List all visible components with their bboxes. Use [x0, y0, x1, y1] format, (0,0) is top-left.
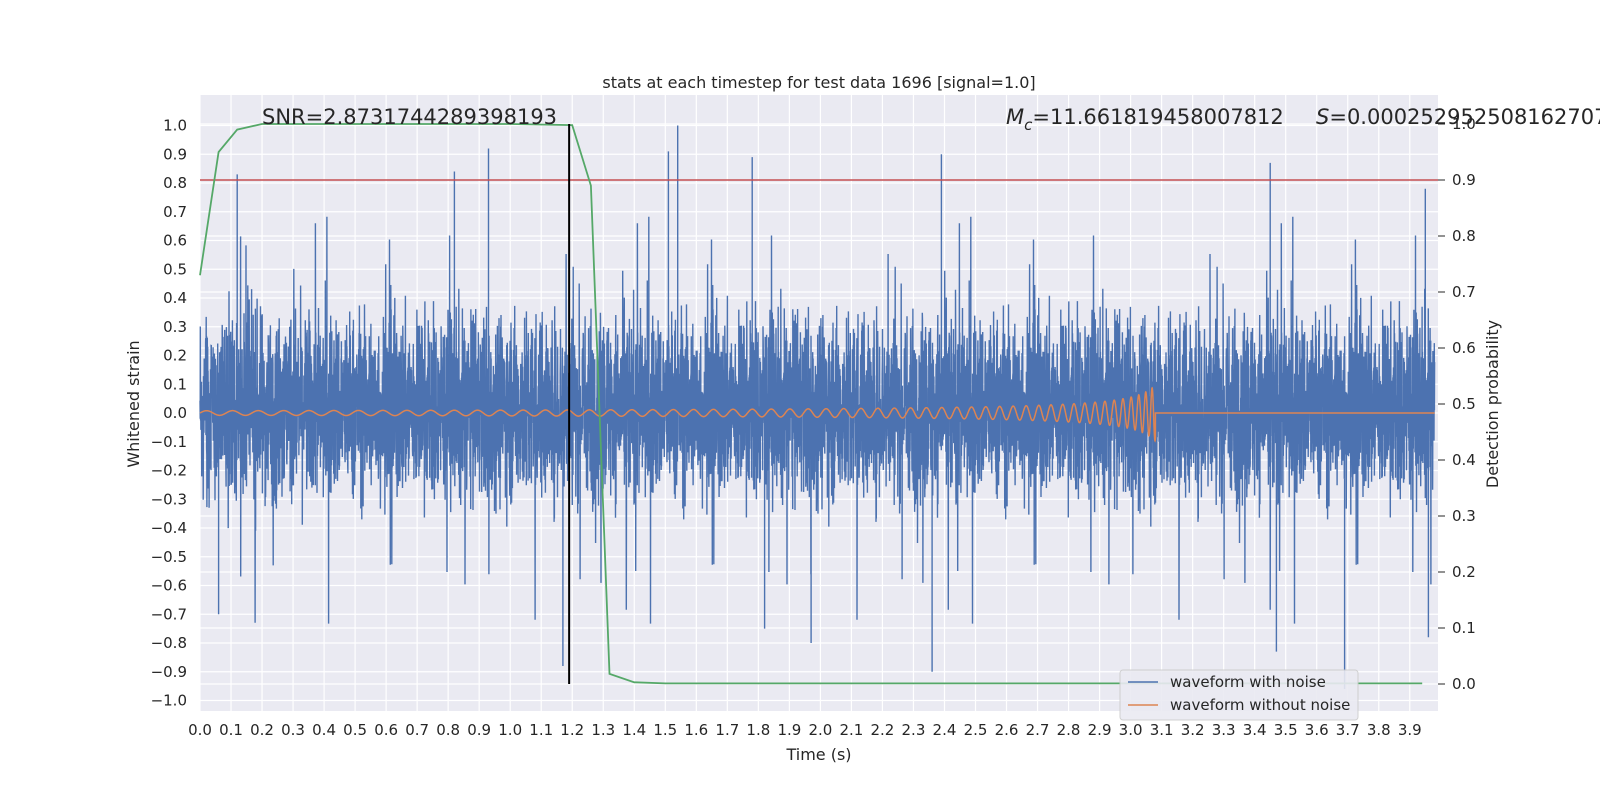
- y2-tick-label: 0.5: [1452, 395, 1476, 413]
- x-tick-label: 1.0: [498, 721, 522, 739]
- probability-line: [199, 123, 1423, 685]
- x-tick-label: 3.1: [1150, 721, 1174, 739]
- x-tick-label: 0.6: [374, 721, 398, 739]
- x-tick-label: 3.0: [1119, 721, 1143, 739]
- y2-axis-label: Detection probability: [1483, 320, 1502, 488]
- y-tick-label: 0.6: [163, 232, 187, 250]
- x-tick-label: 1.3: [591, 721, 615, 739]
- legend: waveform with noise waveform without noi…: [1119, 669, 1359, 721]
- y-tick-label: −0.1: [151, 433, 187, 451]
- x-tick-label: 2.2: [871, 721, 895, 739]
- y-tick-label: 0.5: [163, 260, 187, 278]
- x-tick-label: 2.1: [839, 721, 863, 739]
- y-axis-label: Whitened strain: [124, 340, 143, 467]
- legend-label-waveform-with-noise: waveform with noise: [1170, 673, 1326, 691]
- y-tick-label: 0.7: [163, 203, 187, 221]
- chirp-mass-annotation: Mc=11.661819458007812: [1006, 105, 1284, 134]
- y-tick-label: 0.4: [163, 289, 187, 307]
- x-tick-label: 0.7: [405, 721, 429, 739]
- x-tick-label: 0.2: [250, 721, 274, 739]
- chirp-mass-subscript: c: [1024, 116, 1033, 134]
- legend-label-waveform-without-noise: waveform without noise: [1170, 696, 1350, 714]
- y2-tick-label: 0.9: [1452, 171, 1476, 189]
- x-tick-label: 3.5: [1274, 721, 1298, 739]
- y-tick-label: 0.1: [163, 375, 187, 393]
- y2-tick-label: 0.2: [1452, 563, 1476, 581]
- x-tick-label: 2.6: [995, 721, 1019, 739]
- y2-tick-label: 0.7: [1452, 283, 1476, 301]
- y2-tick-label: 0.6: [1452, 339, 1476, 357]
- x-tick-label: 3.6: [1305, 721, 1329, 739]
- x-axis-ticks: 0.0 0.1 0.2 0.3 0.4 0.5 0.6 0.7 0.8 0.9 1.0 1.1 1.2 1…: [188, 721, 1422, 739]
- series-waveform-with-noise: [199, 125, 1436, 689]
- y-tick-label: −0.4: [151, 519, 187, 537]
- y-tick-label: 0.2: [163, 347, 187, 365]
- x-tick-label: 0.3: [281, 721, 305, 739]
- y2-tick-label: 0.4: [1452, 451, 1476, 469]
- x-tick-label: 2.8: [1057, 721, 1081, 739]
- y-tick-label: 0.8: [163, 174, 187, 192]
- x-tick-label: 3.4: [1243, 721, 1267, 739]
- y-tick-label: −0.6: [151, 577, 187, 595]
- y2-tick-label: 0.8: [1452, 227, 1476, 245]
- y-tick-label: −0.9: [151, 663, 187, 681]
- x-tick-label: 2.7: [1026, 721, 1050, 739]
- chart-title: stats at each timestep for test data 169…: [602, 73, 1035, 92]
- y-tick-label: −0.2: [151, 462, 187, 480]
- y2-tick-label: 1.0: [1452, 115, 1476, 133]
- x-tick-label: 0.1: [219, 721, 243, 739]
- y-tick-label: 0.0: [163, 404, 187, 422]
- x-tick-label: 3.9: [1398, 721, 1422, 739]
- x-tick-label: 1.9: [777, 721, 801, 739]
- series-waveform-without-noise: [199, 386, 1435, 443]
- x-tick-label: 1.7: [715, 721, 739, 739]
- x-tick-label: 0.5: [343, 721, 367, 739]
- chirp-mass-value: =11.661819458007812: [1032, 105, 1283, 129]
- clean-waveform-line: [199, 386, 1435, 443]
- y-axis-ticks: 1.0 0.9 0.8 0.7 0.6 0.5 0.4 0.3 0.2 0.1 0.0 −0.1 −0.…: [151, 117, 187, 710]
- x-axis-label: Time (s): [785, 745, 851, 764]
- y2-tick-label: 0.0: [1452, 675, 1476, 693]
- y-tick-label: −0.5: [151, 548, 187, 566]
- y-tick-label: 0.3: [163, 318, 187, 336]
- legend-box: [1119, 669, 1359, 721]
- y-tick-label: −0.8: [151, 634, 187, 652]
- series-detection-probability: [199, 123, 1423, 685]
- snr-annotation: SNR=2.8731744289398193: [262, 105, 557, 129]
- y2-tick-label: 0.3: [1452, 507, 1476, 525]
- y-tick-label: 1.0: [163, 117, 187, 135]
- y-tick-label: 0.9: [163, 145, 187, 163]
- x-tick-label: 2.3: [902, 721, 926, 739]
- x-tick-label: 0.8: [436, 721, 460, 739]
- x-tick-label: 0.0: [188, 721, 212, 739]
- x-tick-label: 2.9: [1088, 721, 1112, 739]
- x-tick-label: 1.6: [684, 721, 708, 739]
- x-tick-label: 2.4: [933, 721, 957, 739]
- x-tick-label: 0.4: [312, 721, 336, 739]
- x-tick-label: 3.2: [1181, 721, 1205, 739]
- x-tick-label: 1.1: [529, 721, 553, 739]
- s-annotation: S=0.00025295250816270709: [1316, 105, 1600, 129]
- noise-waveform-line: [199, 125, 1436, 689]
- s-value: =0.00025295250816270709: [1329, 105, 1600, 129]
- x-tick-label: 2.5: [964, 721, 988, 739]
- x-tick-label: 3.8: [1367, 721, 1391, 739]
- y-tick-label: −0.7: [151, 605, 187, 623]
- x-tick-label: 1.8: [746, 721, 770, 739]
- y2-tick-label: 0.1: [1452, 619, 1476, 637]
- x-tick-label: 1.2: [560, 721, 584, 739]
- x-tick-label: 1.5: [653, 721, 677, 739]
- x-tick-label: 2.0: [808, 721, 832, 739]
- chirp-mass-symbol: M: [1006, 105, 1024, 129]
- x-tick-label: 3.3: [1212, 721, 1236, 739]
- x-tick-label: 3.7: [1336, 721, 1360, 739]
- y-tick-label: −1.0: [151, 692, 187, 710]
- x-tick-label: 1.4: [622, 721, 646, 739]
- y-tick-label: −0.3: [151, 490, 187, 508]
- s-symbol: S: [1316, 105, 1329, 129]
- x-tick-label: 0.9: [467, 721, 491, 739]
- y2-axis-ticks: 1.0 0.9 0.8 0.7 0.6 0.5 0.4 0.3 0.2 0.1 0.0: [1438, 115, 1476, 693]
